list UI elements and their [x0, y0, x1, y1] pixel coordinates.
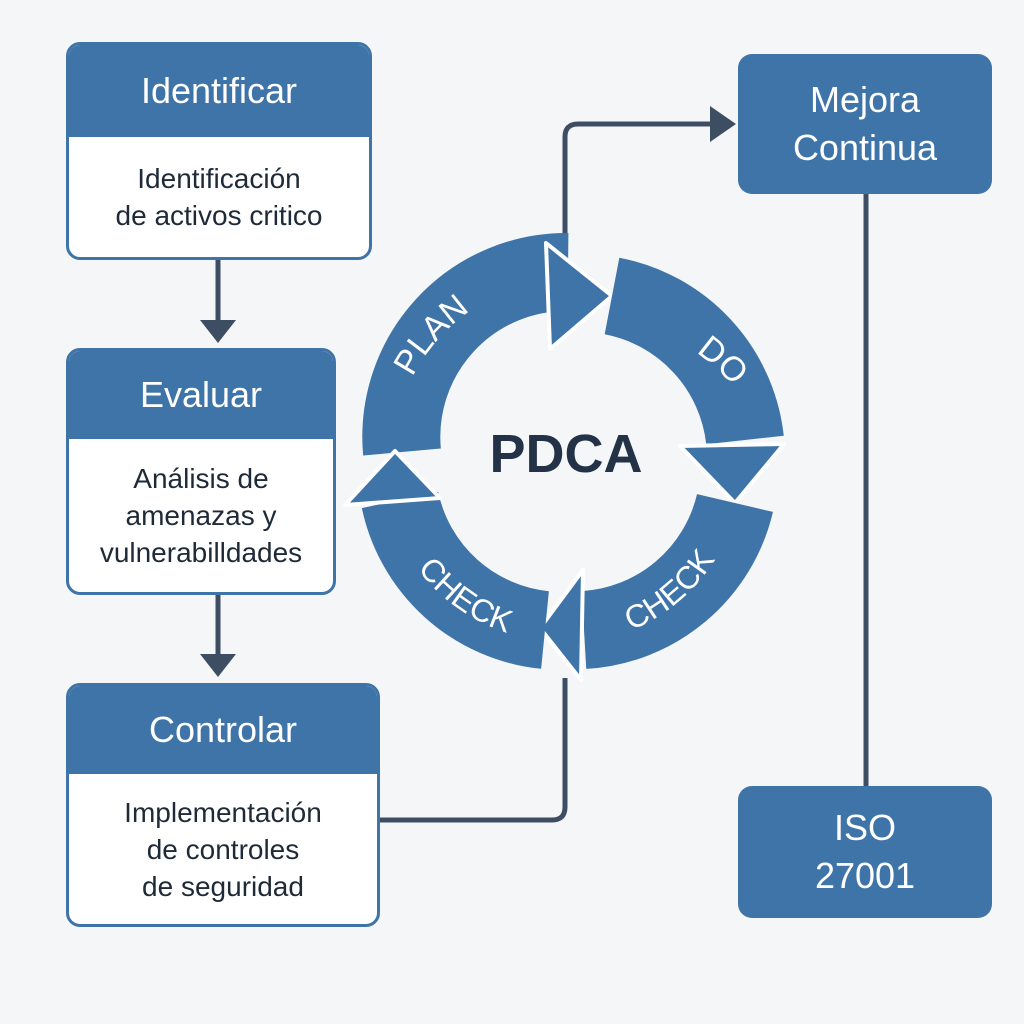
card-evaluar-title: Evaluar	[69, 351, 333, 439]
box-iso-27001: ISO 27001	[738, 786, 992, 918]
iso-line-1: ISO	[833, 807, 896, 848]
card-identificar: Identificar Identificación de activos cr…	[66, 42, 372, 260]
connector-identificar-evaluar	[200, 260, 236, 343]
card-identificar-body: Identificación de activos critico	[69, 137, 369, 257]
connector-controlar-pdca	[380, 678, 568, 823]
card-evaluar: Evaluar Análisis de amenazas y vulnerabi…	[66, 348, 336, 595]
pdca-arrow-plan	[362, 232, 614, 456]
mejora-line-2: Continua	[792, 127, 938, 168]
box-mejora-continua: Mejora Continua	[738, 54, 992, 194]
card-evaluar-line-1: Análisis de	[133, 463, 269, 494]
card-evaluar-line-3: vulnerabilldades	[99, 537, 303, 568]
pdca-cycle	[343, 232, 786, 682]
pdca-arrow-do	[603, 257, 786, 505]
card-controlar-line-2: de controles	[146, 833, 300, 865]
pdca-arrow-check-right	[538, 493, 773, 682]
card-evaluar-line-2: amenazas y	[125, 500, 277, 531]
card-controlar-line-3: de seguridad	[142, 870, 304, 902]
card-controlar-body: Implementación de controles de seguridad	[69, 774, 377, 924]
card-identificar-title: Identificar	[69, 45, 369, 137]
card-controlar-line-1: Implementación	[124, 796, 322, 828]
connector-pdca-mejora	[562, 106, 736, 245]
card-controlar-title: Controlar	[69, 686, 377, 774]
card-identificar-line-2: de activos critico	[115, 200, 323, 231]
card-evaluar-body: Análisis de amenazas y vulnerabilldades	[69, 439, 333, 592]
iso-line-2: 27001	[814, 855, 916, 896]
mejora-line-1: Mejora	[809, 79, 921, 120]
card-controlar: Controlar Implementación de controles de…	[66, 683, 380, 927]
card-identificar-line-1: Identificación	[137, 163, 301, 194]
pdca-arrow-check-left	[343, 449, 550, 669]
connector-evaluar-controlar	[200, 595, 236, 677]
pdca-center-label: PDCA	[489, 424, 642, 484]
